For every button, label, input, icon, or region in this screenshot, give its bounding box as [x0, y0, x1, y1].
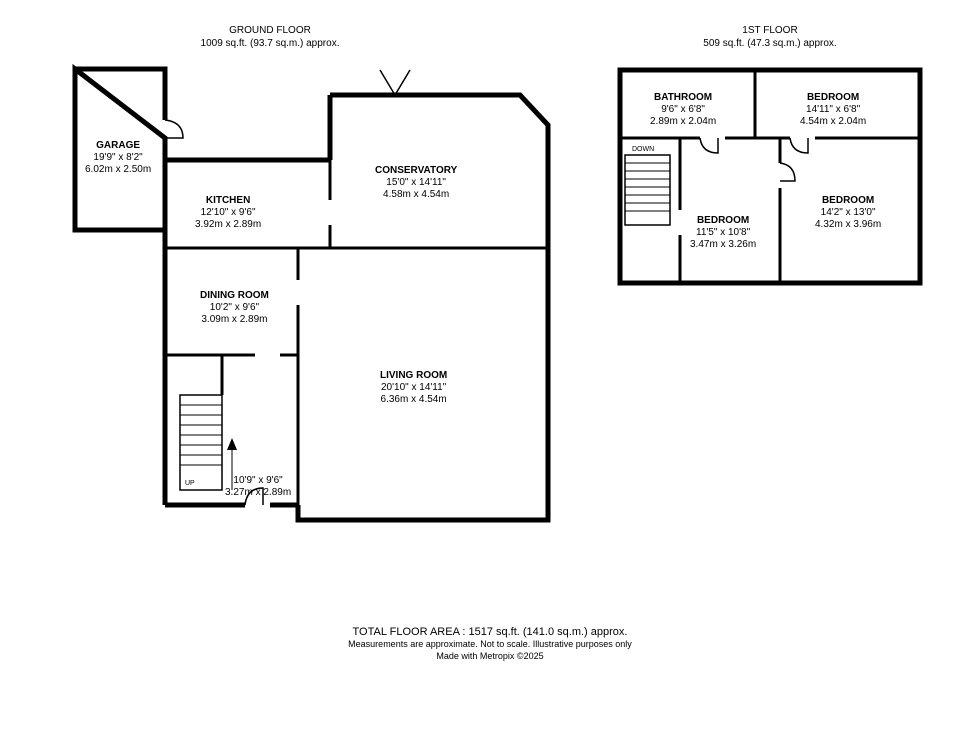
first-floor-title: 1ST FLOOR 509 sq.ft. (47.3 sq.m.) approx…: [660, 24, 880, 50]
label-living: LIVING ROOM 20'10" x 14'11" 6.36m x 4.54…: [380, 370, 447, 406]
label-bathroom: BATHROOM 9'6" x 6'8" 2.89m x 2.04m: [650, 92, 716, 128]
ground-floor-title: GROUND FLOOR 1009 sq.ft. (93.7 sq.m.) ap…: [160, 24, 380, 50]
label-bedroom-b: BEDROOM 11'5" x 10'8" 3.47m x 3.26m: [690, 215, 756, 251]
label-bedroom-a: BEDROOM 14'11" x 6'8" 4.54m x 2.04m: [800, 92, 866, 128]
first-stairs: [625, 155, 670, 225]
first-title-text: 1ST FLOOR: [742, 25, 797, 36]
label-hall: 10'9" x 9'6" 3.27m x 2.89m: [225, 475, 291, 499]
ground-area-text: 1009 sq.ft. (93.7 sq.m.) approx.: [201, 38, 340, 49]
footer-credit: Made with Metropix ©2025: [0, 651, 980, 663]
label-conservatory: CONSERVATORY 15'0" x 14'11" 4.58m x 4.54…: [375, 165, 457, 201]
ground-title-text: GROUND FLOOR: [229, 25, 311, 36]
footer-disclaimer: Measurements are approximate. Not to sca…: [0, 639, 980, 651]
footer-total: TOTAL FLOOR AREA : 1517 sq.ft. (141.0 sq…: [0, 625, 980, 639]
label-garage: GARAGE 19'9" x 8'2" 6.02m x 2.50m: [85, 140, 151, 176]
label-dining: DINING ROOM 10'2" x 9'6" 3.09m x 2.89m: [200, 290, 269, 326]
label-bedroom-c: BEDROOM 14'2" x 13'0" 4.32m x 3.96m: [815, 195, 881, 231]
footer: TOTAL FLOOR AREA : 1517 sq.ft. (141.0 sq…: [0, 625, 980, 663]
label-up: UP: [185, 480, 195, 488]
first-area-text: 509 sq.ft. (47.3 sq.m.) approx.: [703, 38, 836, 49]
label-down: DOWN: [632, 146, 654, 154]
ground-floor-plan: [75, 69, 548, 520]
label-kitchen: KITCHEN 12'10" x 9'6" 3.92m x 2.89m: [195, 195, 261, 231]
